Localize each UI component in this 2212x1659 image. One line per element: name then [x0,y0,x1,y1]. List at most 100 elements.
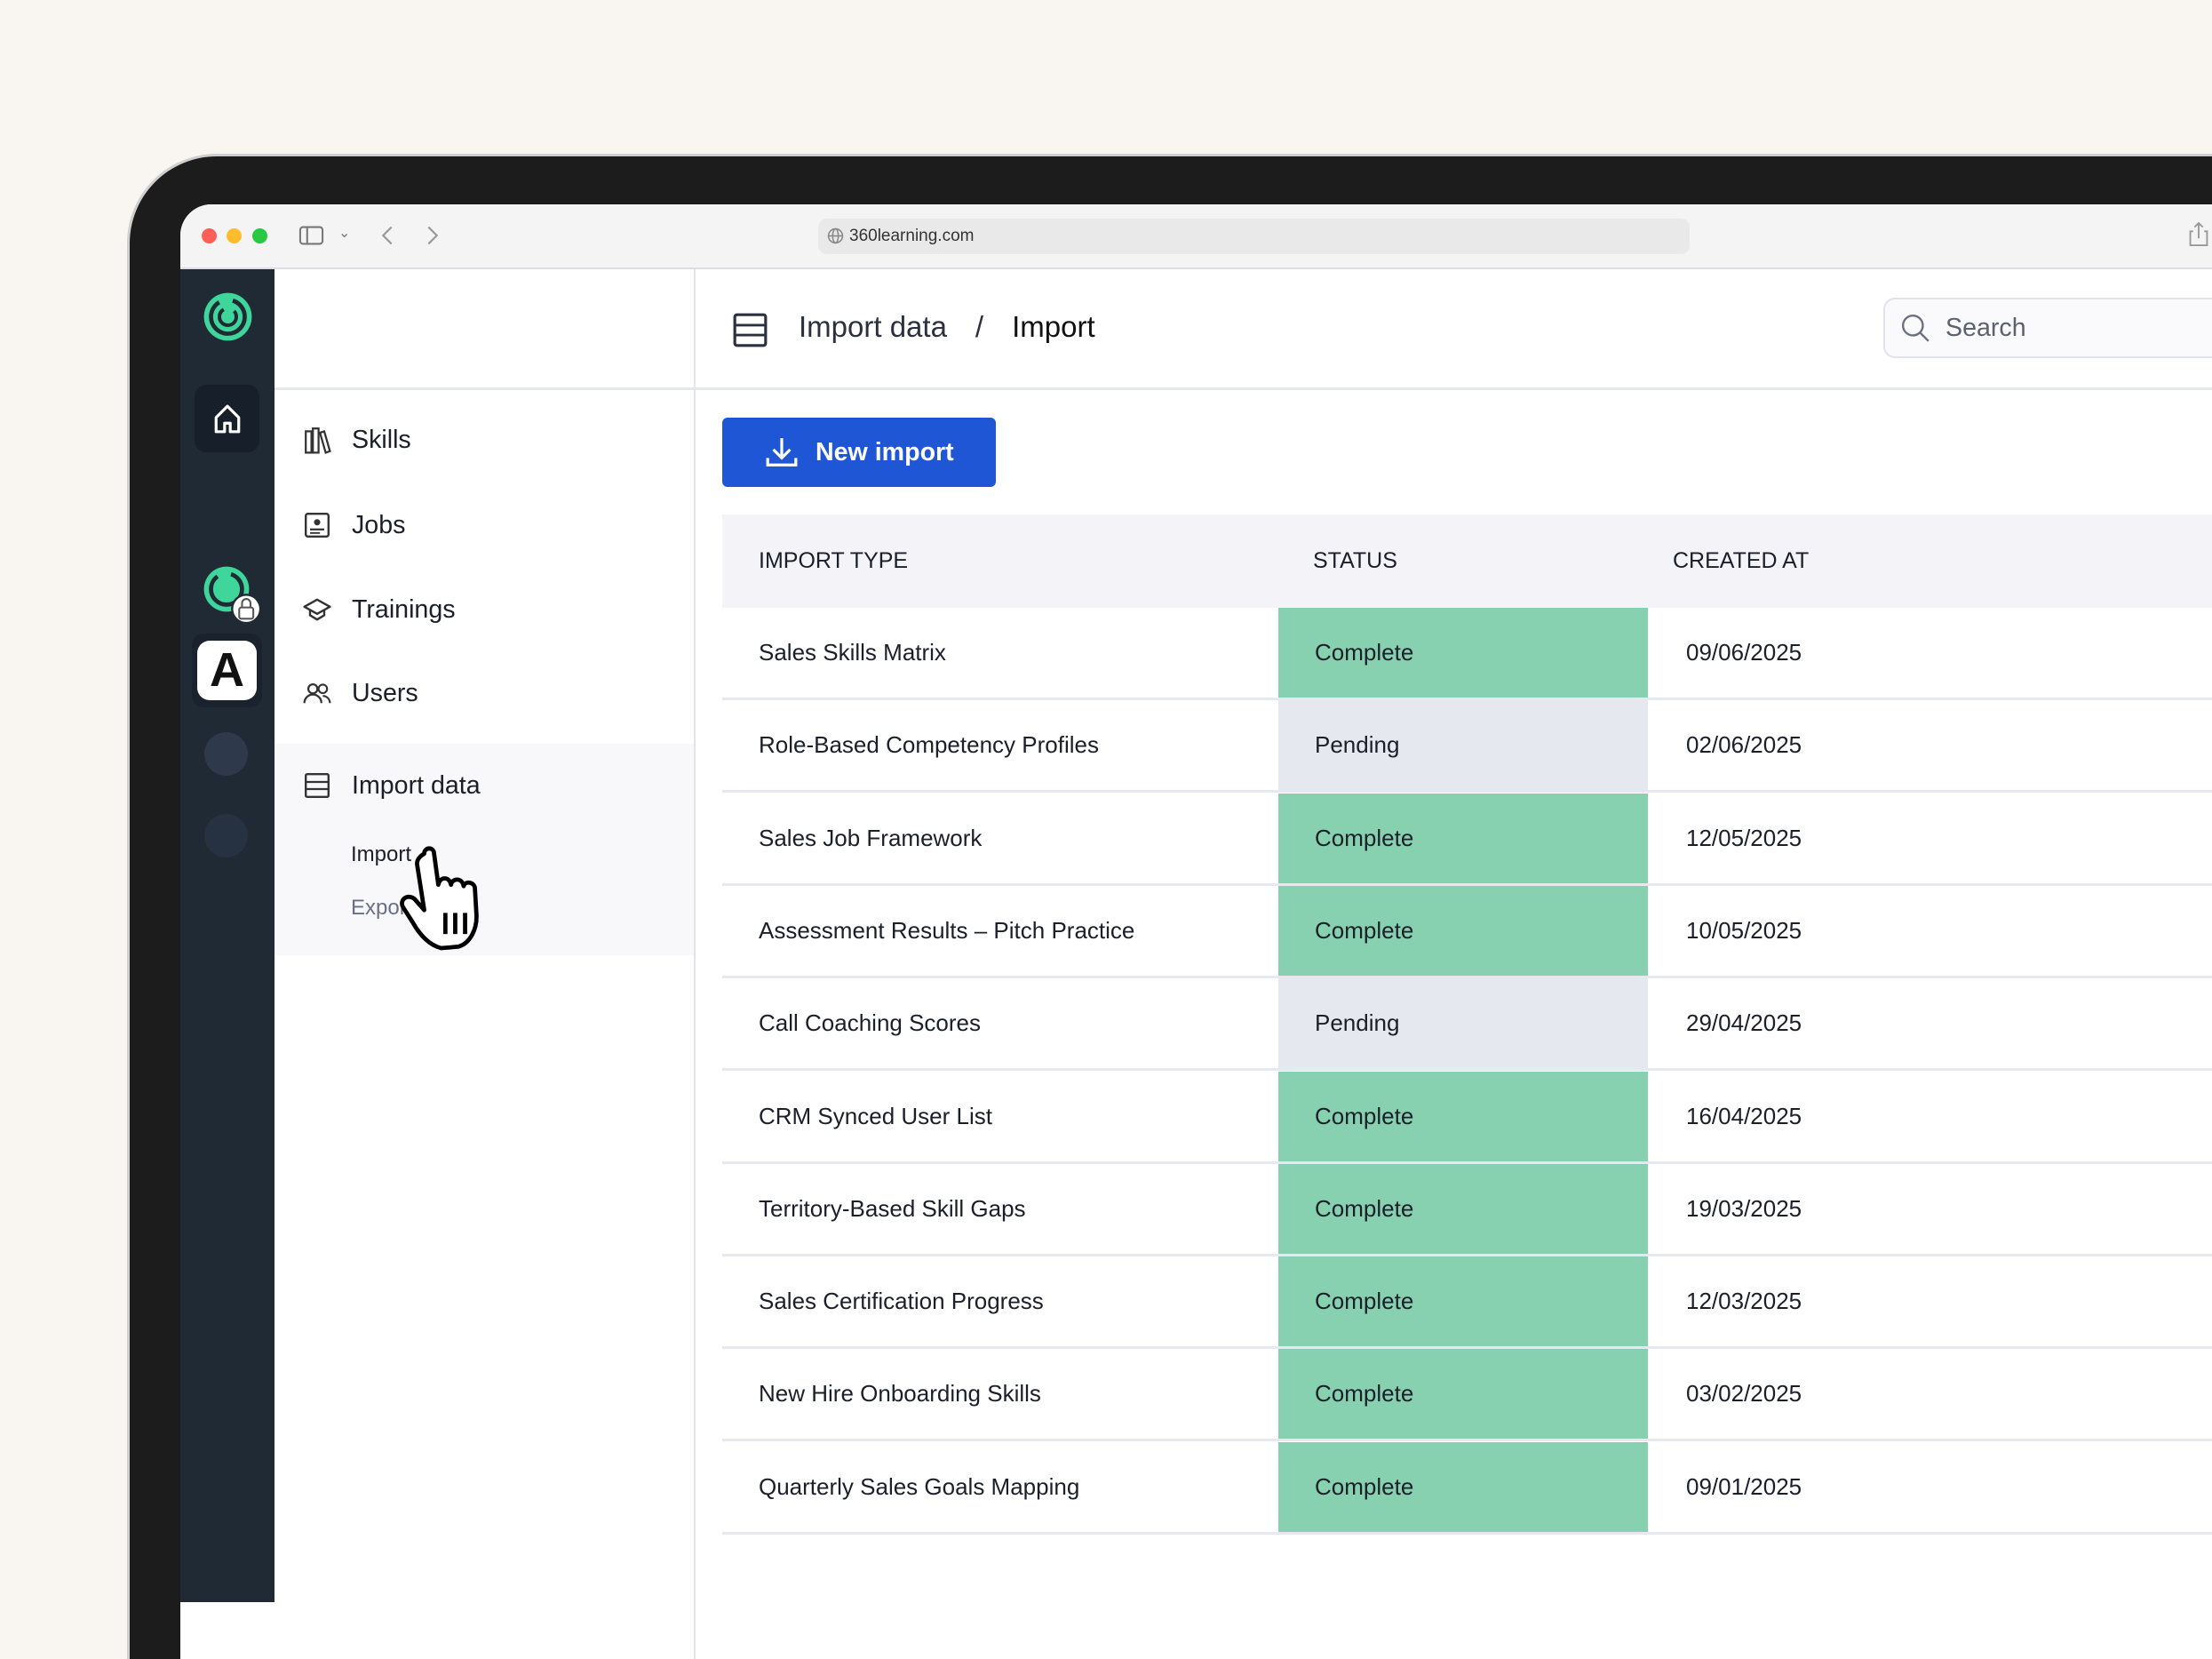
status-text: Complete [1315,916,1414,944]
maximize-window-button[interactable] [252,228,267,243]
table-row[interactable]: New Hire Onboarding Skills Complete 03/02/… [722,1349,2212,1442]
id-card-icon [304,513,330,538]
new-import-label: New import [816,437,954,467]
column-header-import-type[interactable]: IMPORT TYPE [759,548,909,573]
sidebar-item-label: Skills [352,425,411,454]
import-type-cell: New Hire Onboarding Skills [759,1380,1041,1408]
sidebar-group-import-data [275,744,694,955]
breadcrumb-import-data[interactable]: Import data [799,310,947,343]
share-icon[interactable] [2189,221,2208,247]
table-row[interactable]: Assessment Results – Pitch Practice Compl… [722,885,2212,978]
download-icon [766,438,798,467]
url-text: 360learning.com [849,227,975,245]
home-button[interactable] [195,385,259,452]
sidebar-item-label: Users [352,678,418,707]
created-at-cell: 09/01/2025 [1686,1472,1802,1500]
sidebar-item-jobs[interactable]: Jobs [275,497,694,554]
import-type-cell: CRM Synced User List [759,1102,992,1129]
graduation-cap-icon [302,598,331,621]
import-type-cell: Sales Job Framework [759,824,983,851]
locked-workspace-icon[interactable] [203,565,267,630]
status-badge: Pending [1278,978,1648,1069]
table-row[interactable]: Call Coaching Scores Pending 29/04/2025 [722,978,2212,1072]
created-at-cell: 19/03/2025 [1686,1194,1802,1222]
breadcrumb-separator: / [975,310,984,343]
books-icon [304,427,331,454]
status-text: Complete [1315,1194,1414,1222]
table-row[interactable]: Sales Certification Progress Complete 12/0… [722,1256,2212,1350]
table-icon [304,773,330,798]
status-badge: Complete [1278,1441,1648,1532]
app-logo-icon[interactable] [203,291,253,342]
import-type-cell: Assessment Results – Pitch Practice [759,916,1135,944]
workspace-a-button[interactable]: A [192,634,262,707]
table-icon [733,313,768,347]
status-text: Pending [1315,1009,1400,1037]
column-header-status[interactable]: STATUS [1313,548,1397,573]
sidebar-item-label: Trainings [352,594,456,624]
status-text: Complete [1315,824,1414,851]
status-badge: Complete [1278,1256,1648,1347]
created-at-cell: 02/06/2025 [1686,731,1802,759]
created-at-cell: 16/04/2025 [1686,1102,1802,1129]
status-badge: Complete [1278,1163,1648,1254]
status-badge: Complete [1278,885,1648,976]
table-row[interactable]: Territory-Based Skill Gaps Complete 19/03/… [722,1163,2212,1256]
status-badge: Complete [1278,608,1648,698]
browser-toolbar: ⌄ 360learning.com [180,204,2212,269]
created-at-cell: 09/06/2025 [1686,639,1802,666]
import-type-cell: Sales Skills Matrix [759,639,946,666]
search-input[interactable]: Search [1883,298,2212,358]
pointer-hand-cursor-icon [400,846,479,951]
home-icon [214,404,241,434]
table-row[interactable]: Sales Job Framework Complete 12/05/2025 [722,793,2212,886]
globe-icon [827,227,844,244]
table-header: IMPORT TYPE STATUS CREATED AT [722,514,2212,608]
table-row[interactable]: Sales Skills Matrix Complete 09/06/2025 [722,608,2212,700]
chevron-down-icon[interactable]: ⌄ [338,226,351,241]
workspace-placeholder[interactable] [204,732,248,776]
sidebar-subitem-import[interactable]: Import [351,842,412,866]
import-type-cell: Territory-Based Skill Gaps [759,1194,1026,1222]
address-bar[interactable]: 360learning.com [818,219,1690,254]
breadcrumb-current: Import [1012,310,1095,343]
sidebar-item-users[interactable]: Users [275,665,694,722]
status-badge: Complete [1278,1349,1648,1440]
created-at-cell: 03/02/2025 [1686,1380,1802,1408]
table-row[interactable]: CRM Synced User List Complete 16/04/2025 [722,1071,2212,1164]
search-icon [1901,314,1930,342]
status-text: Complete [1315,1380,1414,1408]
table-row[interactable]: Role-Based Competency Profiles Pending 02/… [722,700,2212,794]
status-text: Complete [1315,1288,1414,1315]
status-badge: Complete [1278,1071,1648,1161]
sidebar-item-trainings[interactable]: Trainings [275,581,694,638]
import-type-cell: Quarterly Sales Goals Mapping [759,1472,1080,1500]
created-at-cell: 12/05/2025 [1686,824,1802,851]
sidebar-item-import-data[interactable]: Import data [275,757,694,814]
import-type-cell: Call Coaching Scores [759,1009,982,1037]
import-type-cell: Sales Certification Progress [759,1288,1044,1315]
divider [696,387,2212,390]
users-icon [302,682,330,704]
created-at-cell: 10/05/2025 [1686,916,1802,944]
minimize-window-button[interactable] [227,228,242,243]
workspace-placeholder[interactable] [204,814,248,857]
sidebar-item-label: Import data [352,770,481,800]
close-window-button[interactable] [202,228,217,243]
sidebar-toggle-icon[interactable] [298,226,324,245]
breadcrumb: Import data / Import [799,310,1095,344]
status-badge: Complete [1278,793,1648,883]
workspace-avatar: A [197,641,257,700]
forward-icon[interactable] [426,226,440,245]
sidebar-item-skills[interactable]: Skills [275,411,694,468]
divider [275,387,694,390]
search-placeholder: Search [1945,314,2026,342]
status-text: Complete [1315,1102,1414,1129]
column-header-created-at[interactable]: CREATED AT [1673,548,1810,573]
table-row[interactable]: Quarterly Sales Goals Mapping Complete 09/… [722,1441,2212,1535]
new-import-button[interactable]: New import [722,418,996,487]
status-text: Pending [1315,731,1400,759]
status-text: Complete [1315,639,1414,666]
back-icon[interactable] [380,226,394,245]
